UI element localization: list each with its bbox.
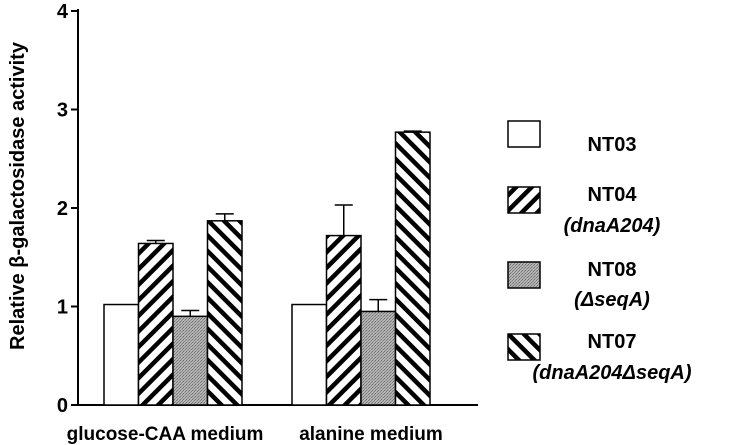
bars [103,131,431,406]
legend-swatch-nt03 [507,120,541,148]
y-ticks: 0 1 2 3 4 [57,1,78,417]
bar-nt04-glucose-caa [137,242,174,406]
bar-nt08-glucose-caa [172,315,209,406]
y-tick-label: 2 [57,198,68,220]
error-bars [146,130,422,317]
y-tick-label: 0 [57,395,68,417]
bar-nt03-alanine [291,303,328,406]
bar-nt03-glucose-caa [103,303,140,406]
category-label: glucose-CAA medium [67,424,264,445]
legend-swatch-nt08 [507,261,541,289]
legend-label-nt03: NT03 [588,134,637,156]
category-labels: glucose-CAA medium alanine medium [67,424,443,445]
y-tick-label: 1 [57,297,68,319]
bar-nt07-alanine [394,131,431,406]
bar-nt08-alanine [360,310,397,406]
legend-swatch-nt04 [507,186,541,214]
category-label: alanine medium [299,424,443,445]
legend-label-nt04: NT04 [588,184,638,206]
y-tick-label: 3 [57,100,68,122]
legend-sublabel-nt08: (ΔseqA) [574,289,650,311]
bar-nt04-alanine [325,234,362,406]
legend: NT03 NT04 (dnaA204) NT08 (ΔseqA) NT07 (dnaA204… [507,120,692,384]
y-axis-title: Relative β-galactosidase activity [7,41,29,350]
legend-label-nt07: NT07 [588,331,637,353]
legend-sublabel-nt04: (dnaA204) [564,215,661,237]
legend-sublabel-nt07: (dnaA204ΔseqA) [532,362,691,384]
bar-nt07-glucose-caa [206,220,243,406]
legend-swatch-nt07 [507,333,541,361]
y-tick-label: 4 [57,1,69,23]
legend-label-nt08: NT08 [588,259,637,281]
